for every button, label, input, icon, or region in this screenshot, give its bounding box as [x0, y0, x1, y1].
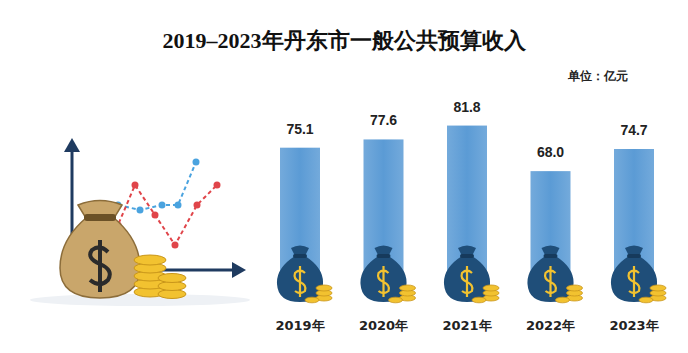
bag-dollar	[462, 266, 473, 297]
deco-dot	[194, 202, 201, 209]
coin	[305, 297, 319, 303]
x-tick-label: 2022年	[526, 318, 575, 333]
deco-dot	[132, 182, 139, 189]
bag-icon	[444, 246, 499, 303]
bag-icon	[277, 246, 332, 303]
bag-icon	[360, 246, 415, 303]
coin	[472, 297, 486, 303]
coin	[400, 285, 416, 291]
data-label: 75.1	[286, 121, 313, 137]
bar-icons	[277, 246, 666, 303]
coin	[650, 285, 666, 291]
unit-label: 单位：亿元	[567, 69, 628, 83]
bag-dollar	[545, 266, 556, 297]
deco-dollar	[90, 240, 110, 292]
bag-icon	[611, 246, 666, 303]
bag-dollar	[629, 266, 640, 297]
deco-dot	[159, 202, 166, 209]
coin	[556, 297, 570, 303]
deco-dot	[193, 159, 200, 166]
deco-arrow	[232, 262, 246, 278]
x-tick-label: 2021年	[442, 318, 491, 333]
deco-bag-tie	[84, 214, 116, 221]
coin	[567, 285, 583, 291]
deco-bag	[60, 201, 140, 299]
deco-dot	[152, 212, 159, 219]
bag-tie	[293, 254, 307, 258]
x-tick-label: 2023年	[609, 318, 658, 333]
deco-coin	[134, 255, 166, 265]
coin	[389, 297, 403, 303]
coin	[639, 297, 653, 303]
bag-dollar	[295, 266, 306, 297]
deco-coin	[158, 274, 186, 283]
data-label: 81.8	[453, 99, 480, 115]
bag-tie	[544, 254, 558, 258]
bag-dollar	[378, 266, 389, 297]
chart-svg: 2019–2023年丹东市一般公共预算收入单位：亿元 75.1 2019年 77.6 2…	[0, 0, 688, 353]
bag-tie	[627, 254, 641, 258]
labels: 75.1 2019年 77.6 2020年 81.8 2021年 68.0 2022年 74.7…	[275, 99, 658, 333]
deco-dot	[175, 202, 182, 209]
coin	[316, 285, 332, 291]
x-tick-label: 2019年	[275, 318, 324, 333]
deco-dot	[172, 242, 179, 249]
decoration	[30, 138, 250, 306]
deco-dot	[137, 207, 144, 214]
data-label: 74.7	[620, 122, 647, 138]
bag-tie	[460, 254, 474, 258]
chart-container: 2019–2023年丹东市一般公共预算收入单位：亿元 75.1 2019年 77.6 2…	[0, 0, 688, 353]
data-label: 68.0	[537, 144, 564, 160]
data-label: 77.6	[370, 112, 397, 128]
title: 2019–2023年丹东市一般公共预算收入	[163, 28, 527, 53]
deco-arrow	[64, 138, 80, 152]
deco-dot	[214, 182, 221, 189]
bag-icon	[527, 246, 582, 303]
x-tick-label: 2020年	[359, 318, 408, 333]
bag-tie	[377, 254, 391, 258]
coin	[483, 285, 499, 291]
